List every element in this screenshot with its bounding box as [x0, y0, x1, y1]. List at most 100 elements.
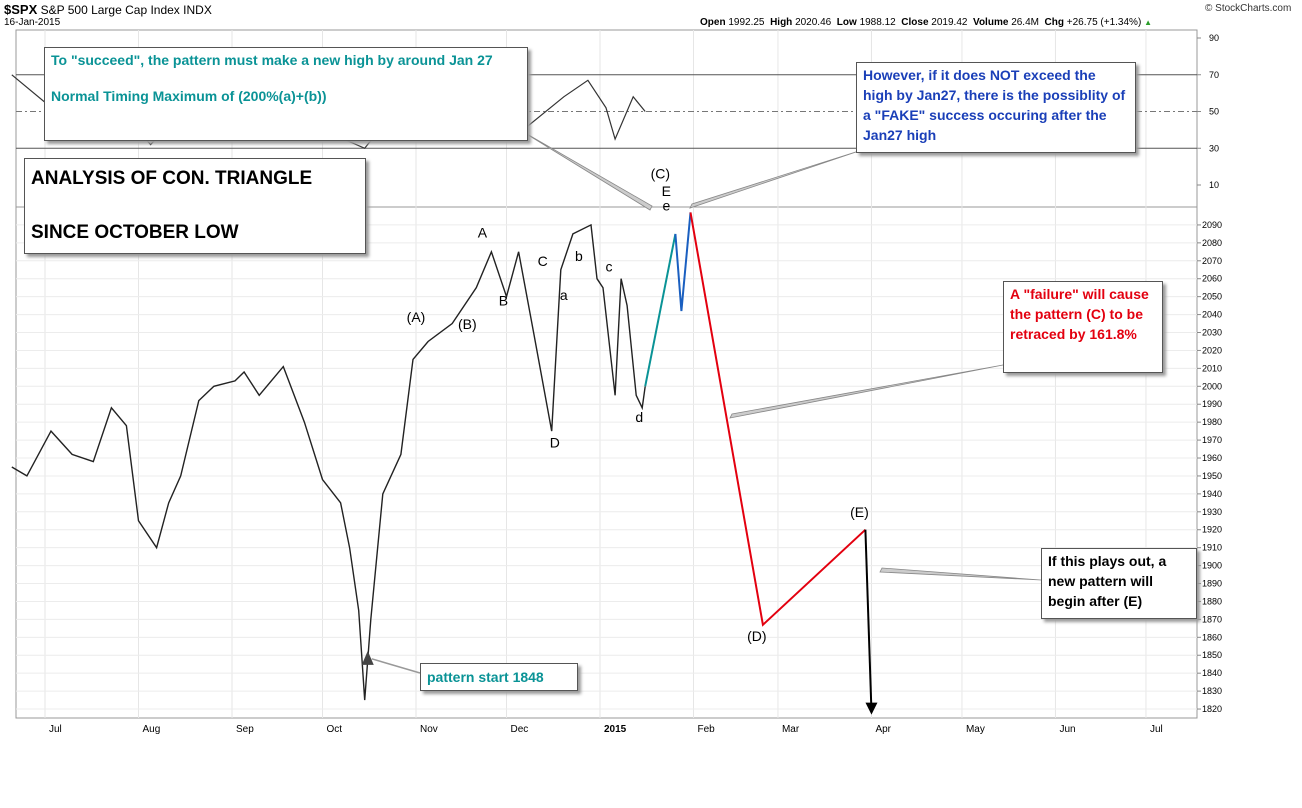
price-tick-label: 2080 [1202, 238, 1222, 248]
price-tick-label: 1850 [1202, 650, 1222, 660]
pattern-start-marker-icon [361, 650, 374, 665]
x-tick-label: Sep [236, 724, 254, 735]
new-pattern-text: If this plays out, a new pattern will be… [1048, 553, 1167, 609]
wave-label: C [538, 253, 548, 269]
callout-leader-line [689, 149, 863, 209]
wave-label: A [478, 224, 488, 240]
wave-label: (D) [747, 628, 766, 644]
change-value: +26.75 (+1.34%) [1066, 17, 1142, 28]
x-tick-label: Jul [49, 724, 62, 735]
fake-success-note: However, if it does NOT exceed the high … [856, 62, 1136, 153]
failure-text: A "failure" will cause the pattern (C) t… [1010, 286, 1149, 342]
price-tick-label: 1880 [1202, 596, 1222, 606]
wave-label: D [550, 434, 560, 450]
wave-label: b [575, 248, 583, 264]
indicator-tick-label: 10 [1209, 180, 1219, 190]
price-tick-label: 1990 [1202, 399, 1222, 409]
x-tick-label: Oct [327, 724, 343, 735]
projection-rally-to-e [644, 233, 677, 387]
analysis-title-box: ANALYSIS OF CON. TRIANGLE SINCE OCTOBER … [24, 158, 366, 254]
price-tick-label: 1960 [1202, 453, 1222, 463]
wave-label: (A) [407, 309, 426, 325]
price-tick-label: 1860 [1202, 632, 1222, 642]
price-tick-label: 1930 [1202, 507, 1222, 517]
price-tick-label: 2030 [1202, 328, 1222, 338]
up-arrow-icon: ▲ [1144, 18, 1152, 27]
x-tick-label: Apr [875, 724, 891, 735]
fake-success-text: However, if it does NOT exceed the high … [863, 67, 1126, 143]
wave-label: e [662, 198, 670, 214]
indicator-tick-label: 30 [1209, 143, 1219, 153]
wave-label: (C) [651, 165, 670, 181]
callout-leader-line [729, 364, 1004, 419]
projection-fake-success [674, 212, 692, 312]
price-tick-label: 1920 [1202, 525, 1222, 535]
pattern-start-text: pattern start 1848 [427, 669, 544, 685]
price-tick-label: 1900 [1202, 561, 1222, 571]
callout-leader-line [879, 567, 1042, 581]
price-tick-label: 2010 [1202, 363, 1222, 373]
wave-label: (E) [850, 504, 869, 520]
price-tick-label: 1840 [1202, 668, 1222, 678]
pattern-start-note: pattern start 1848 [420, 663, 578, 691]
x-tick-label: Mar [782, 724, 800, 735]
price-tick-label: 1830 [1202, 686, 1222, 696]
wave-label: a [560, 287, 568, 303]
price-tick-label: 1940 [1202, 489, 1222, 499]
price-tick-label: 2070 [1202, 256, 1222, 266]
indicator-tick-label: 90 [1209, 33, 1219, 43]
exchange: INDX [183, 3, 212, 17]
down-arrow-icon [865, 702, 878, 715]
succeed-note-line1: To "succeed", the pattern must make a ne… [51, 52, 493, 68]
x-tick-label: Aug [143, 724, 161, 735]
projection-after-e- [864, 529, 873, 713]
price-tick-label: 2090 [1202, 220, 1222, 230]
wave-label: (B) [458, 316, 477, 332]
x-tick-label: Nov [420, 724, 438, 735]
x-tick-label: Jun [1059, 724, 1075, 735]
new-pattern-note: If this plays out, a new pattern will be… [1041, 548, 1197, 619]
source-credit: © StockCharts.com [1205, 3, 1292, 14]
price-tick-label: 1980 [1202, 417, 1222, 427]
x-tick-label: May [966, 724, 985, 735]
price-tick-label: 1910 [1202, 543, 1222, 553]
price-tick-label: 1890 [1202, 579, 1222, 589]
x-tick-label: Feb [698, 724, 716, 735]
x-tick-label: 2015 [604, 724, 627, 735]
analysis-title-line1: ANALYSIS OF CON. TRIANGLE [31, 168, 313, 189]
price-tick-label: 1970 [1202, 435, 1222, 445]
price-tick-label: 2050 [1202, 292, 1222, 302]
callout-leader-line [371, 658, 421, 674]
callout-leader-line [519, 129, 653, 211]
plot-frame [15, 29, 1198, 719]
wave-label: E [662, 183, 671, 199]
price-tick-label: 1820 [1202, 704, 1222, 714]
chart-date: 16-Jan-2015 [4, 17, 61, 28]
analysis-title-line2: SINCE OCTOBER LOW [31, 222, 239, 243]
succeed-note-line2: Normal Timing Maximum of (200%(a)+(b)) [51, 88, 327, 104]
wave-label: d [635, 409, 643, 425]
wave-label: B [499, 293, 508, 309]
ohlc-line: Open 1992.25 High 2020.46 Low 1988.12 Cl… [700, 17, 1152, 28]
wave-label: c [606, 259, 613, 275]
price-tick-label: 2000 [1202, 381, 1222, 391]
price-tick-label: 1870 [1202, 614, 1222, 624]
indicator-tick-label: 70 [1209, 70, 1219, 80]
close-value: 2019.42 [931, 17, 968, 28]
indicator-tick-label: 50 [1209, 107, 1219, 117]
open-value: 1992.25 [728, 17, 765, 28]
price-tick-label: 2060 [1202, 274, 1222, 284]
projection-failure-path [689, 212, 867, 627]
volume-value: 26.4M [1011, 17, 1039, 28]
price-tick-label: 1950 [1202, 471, 1222, 481]
symbol-line: $SPX S&P 500 Large Cap Index INDX [4, 2, 212, 17]
high-value: 2020.46 [795, 17, 832, 28]
x-tick-label: Jul [1150, 724, 1163, 735]
price-tick-label: 2020 [1202, 345, 1222, 355]
succeed-note: To "succeed", the pattern must make a ne… [44, 47, 528, 141]
price-tick-label: 2040 [1202, 310, 1222, 320]
symbol: $SPX [4, 2, 38, 17]
x-tick-label: Dec [510, 724, 528, 735]
low-value: 1988.12 [859, 17, 896, 28]
